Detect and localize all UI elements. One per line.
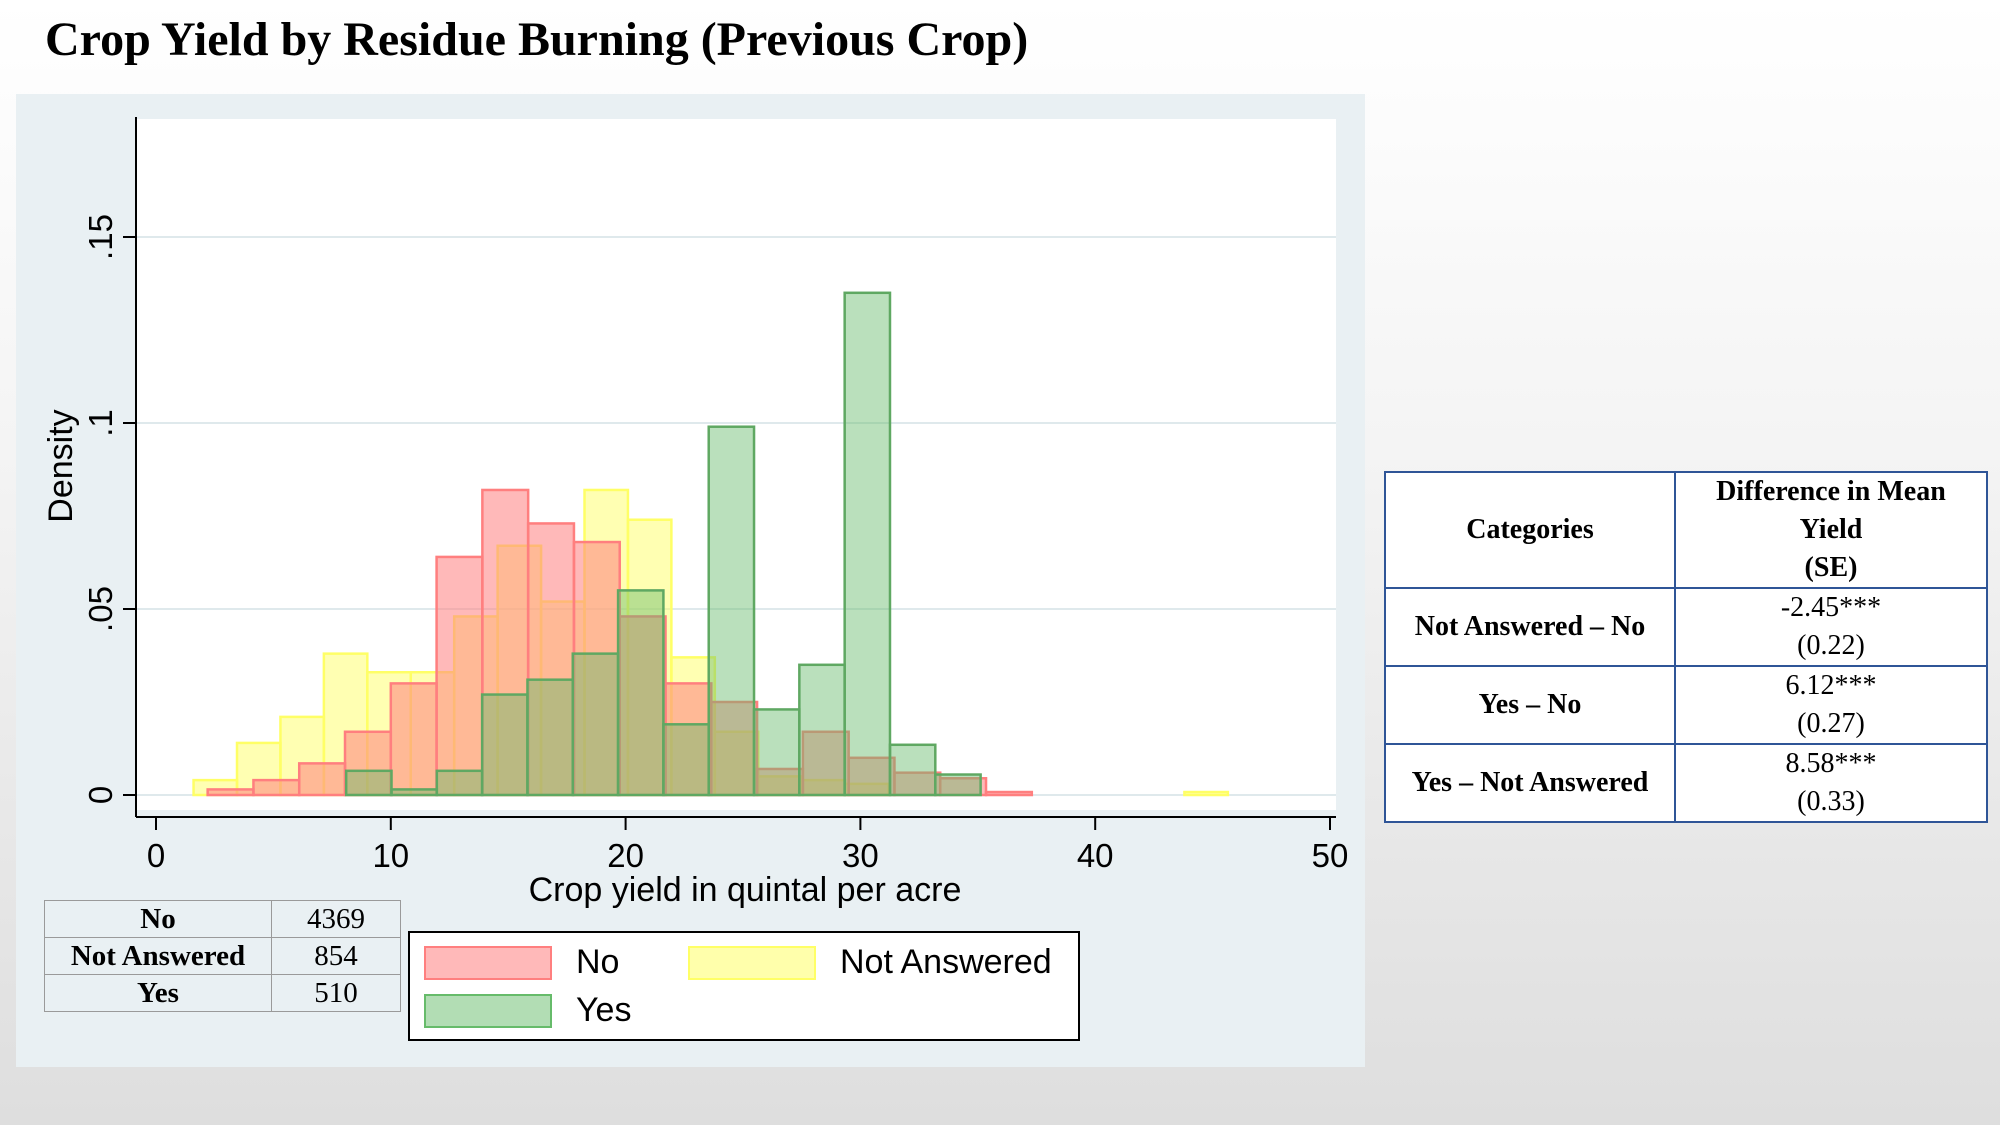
x-tick-label: 0 (147, 837, 165, 874)
bar-yes (888, 743, 937, 797)
y-tick-label: .1 (82, 409, 119, 437)
x-tick-label: 30 (842, 837, 879, 874)
chart-panel: 0 10 20 30 40 50 0 .05 .1 .15 Crop yield in quint… (16, 94, 1365, 1067)
row-difference: 6.12*** (0.27) (1674, 665, 1988, 745)
y-tick-label: .05 (82, 586, 119, 632)
legend-swatch-no (424, 945, 552, 980)
chart-legend: No Not Answered Yes (408, 931, 1080, 1041)
axes: 0 10 20 30 40 50 0 .05 .1 .15 (82, 117, 1348, 874)
bar-no (389, 682, 438, 797)
row-difference: -2.45*** (0.22) (1674, 587, 1988, 667)
legend-item-no: No (424, 943, 619, 982)
row-category: Yes – Not Answered (1384, 743, 1676, 823)
bar-no (252, 778, 301, 797)
legend-swatch-not-answered (688, 945, 816, 980)
table-row: Not Answered 854 (44, 937, 401, 975)
bar-yes (526, 678, 575, 797)
bar-yes (707, 425, 756, 797)
bar-yes (934, 773, 982, 797)
histogram-chart: 0 10 20 30 40 50 0 .05 .1 .15 Crop yield in quint… (42, 117, 1348, 909)
table-row: Yes – No 6.12*** (0.27) (1384, 665, 1988, 745)
bar-no (572, 540, 621, 797)
bar-no (526, 522, 576, 797)
counts-table: No 4369 Not Answered 854 Yes 510 (44, 900, 401, 1012)
bar-yes (435, 769, 484, 797)
count-value: 4369 (271, 900, 401, 938)
bar-yes (752, 708, 801, 797)
bar-yes (616, 589, 665, 797)
count-value: 854 (271, 937, 401, 975)
header-diff-line: Difference in Mean (1716, 476, 1946, 507)
row-category: Yes – No (1384, 665, 1676, 745)
se-value: (0.22) (1797, 630, 1865, 661)
legend-label-not-answered: Not Answered (840, 943, 1052, 981)
table-row: Yes 510 (44, 974, 401, 1012)
bar-not-answered (1183, 790, 1230, 797)
bar-yes (390, 788, 439, 797)
difference-table: Categories Difference in Mean Yield (SE)… (1384, 471, 1988, 823)
x-tick-label: 40 (1077, 837, 1114, 874)
x-tick-label: 10 (372, 837, 409, 874)
bar-no (801, 730, 850, 797)
diff-value: 8.58*** (1785, 748, 1877, 779)
header-difference: Difference in Mean Yield (SE) (1674, 471, 1988, 589)
diff-value: -2.45*** (1780, 592, 1882, 623)
se-value: (0.27) (1797, 708, 1865, 739)
bar-no (984, 790, 1034, 797)
y-tick-label: 0 (82, 786, 119, 804)
diff-value: 6.12*** (1785, 670, 1877, 701)
legend-label-yes: Yes (576, 991, 632, 1029)
bar-no (297, 762, 347, 797)
count-category: No (44, 900, 272, 938)
count-category: Yes (44, 974, 272, 1012)
y-axis-label: Density (42, 409, 80, 522)
header-diff-line: Yield (1799, 514, 1863, 545)
legend-label-no: No (576, 943, 620, 981)
header-diff-line: (SE) (1804, 552, 1858, 583)
row-difference: 8.58*** (0.33) (1674, 743, 1988, 823)
se-value: (0.33) (1797, 786, 1865, 817)
count-category: Not Answered (44, 937, 272, 975)
bar-yes (798, 663, 846, 797)
bar-yes (344, 769, 393, 797)
bar-no (343, 730, 393, 797)
x-tick-label: 20 (607, 837, 644, 874)
bar-yes (571, 652, 620, 797)
bar-yes (480, 693, 529, 797)
bar-yes (662, 723, 710, 797)
bar-no (664, 682, 713, 797)
bar-no (618, 615, 667, 797)
histogram-bars (192, 291, 1230, 797)
y-tick-label: .15 (82, 214, 119, 260)
legend-item-yes: Yes (424, 991, 631, 1030)
x-tick-label: 50 (1312, 837, 1349, 874)
table-row: No 4369 (44, 900, 401, 938)
bar-no (481, 488, 530, 797)
page-title: Crop Yield by Residue Burning (Previous … (45, 13, 1029, 66)
table-row: Not Answered – No -2.45*** (0.22) (1384, 587, 1988, 667)
legend-item-not-answered: Not Answered (688, 943, 1052, 982)
bar-no (435, 555, 484, 797)
table-row: Yes – Not Answered 8.58*** (0.33) (1384, 743, 1988, 823)
table-header-row: Categories Difference in Mean Yield (SE) (1384, 471, 1988, 589)
x-axis-label: Crop yield in quintal per acre (529, 871, 962, 909)
row-category: Not Answered – No (1384, 587, 1676, 667)
legend-swatch-yes (424, 993, 552, 1028)
count-value: 510 (271, 974, 401, 1012)
bar-yes (843, 291, 892, 797)
bar-no (206, 788, 255, 797)
header-categories: Categories (1384, 471, 1676, 589)
